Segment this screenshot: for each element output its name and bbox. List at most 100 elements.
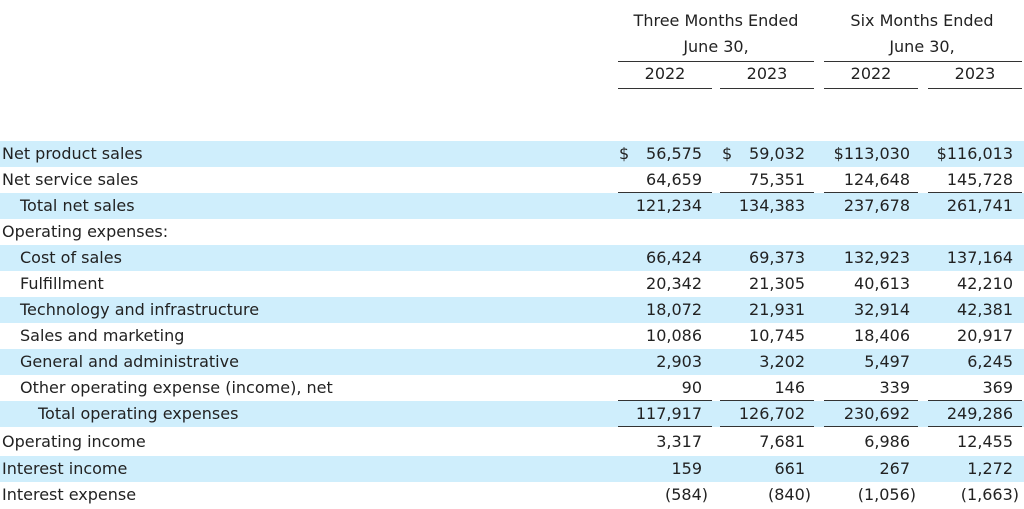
table-row-operating-expenses-heading: Operating expenses: [0,219,1024,245]
cell-h1-2022: 124,648 [843,170,910,189]
underline [720,426,814,427]
cell-h1-2022: (1,056) [857,485,916,504]
cell-q2-2023: 21,931 [749,300,805,319]
table-row-total-operating-expenses: Total operating expenses 117,917 126,702… [0,401,1024,427]
row-label: Net service sales [2,170,139,189]
header-rule-three-months [618,61,814,62]
year-rule-col1 [618,88,712,89]
underline [618,426,712,427]
underline [824,400,918,401]
table-row-interest-expense: Interest expense (584) (840) (1,056) (1,… [0,482,1024,508]
table-row-general-and-administrative: General and administrative 2,903 3,202 5… [0,349,1024,375]
underline [720,400,814,401]
cell-h1-2023: 12,455 [957,432,1013,451]
underline [928,400,1022,401]
cell-q2-2023: 75,351 [749,170,805,189]
year-rule-col3 [824,88,918,89]
underline [618,400,712,401]
table-row-other-operating-expense: Other operating expense (income), net 90… [0,375,1024,401]
underline [928,426,1022,427]
table-row-operating-income: Operating income 3,317 7,681 6,986 12,45… [0,429,1024,455]
underline [618,192,712,193]
table-row-net-product-sales: Net product sales $ 56,575 $ 59,032 $113… [0,141,1024,167]
cell-h1-2022: 267 [879,459,910,478]
underline [824,192,918,193]
row-label: General and administrative [20,352,239,371]
cell-q2-2023: 126,702 [738,404,805,423]
header-three-months-line2: June 30, [683,37,749,56]
cell-q2-2022: 117,917 [635,404,702,423]
cell-q2-2022: 3,317 [656,432,702,451]
row-label: Net product sales [2,144,143,163]
cell-q2-2022: (584) [664,485,708,504]
cell-q2-2023: 7,681 [759,432,805,451]
cell-h1-2022: 237,678 [843,196,910,215]
header-six-months-line1: Six Months Ended [850,11,994,30]
row-label: Total net sales [20,196,135,215]
row-label: Technology and infrastructure [20,300,260,319]
cell-q2-2022: 121,234 [635,196,702,215]
cell-h1-2023: 261,741 [946,196,1013,215]
cell-h1-2022: 339 [879,378,910,397]
cell-h1-2023: 6,245 [967,352,1013,371]
cell-h1-2022: $113,030 [833,144,910,163]
cell-h1-2023: 20,917 [957,326,1013,345]
cell-h1-2023: 249,286 [946,404,1013,423]
cell-h1-2022: 32,914 [854,300,910,319]
cell-h1-2023: 145,728 [946,170,1013,189]
cell-q2-2023: 59,032 [749,144,805,163]
cell-h1-2023: 369 [982,378,1013,397]
cell-q2-2022: 159 [671,459,702,478]
row-label: Interest income [2,459,128,478]
underline [824,426,918,427]
table-row-fulfillment: Fulfillment 20,342 21,305 40,613 42,210 [0,271,1024,297]
cell-q2-2022: 90 [681,378,702,397]
underline [928,192,1022,193]
header-year-col3: 2022 [850,64,892,83]
cell-q2-2023: 661 [774,459,805,478]
cell-h1-2023: (1,663) [960,485,1019,504]
cell-h1-2022: 18,406 [854,326,910,345]
cell-q2-2022: 18,072 [646,300,702,319]
header-six-months-line2: June 30, [889,37,955,56]
cell-q2-2023: (840) [767,485,811,504]
cell-h1-2023: 42,381 [957,300,1013,319]
table-row-sales-and-marketing: Sales and marketing 10,086 10,745 18,406… [0,323,1024,349]
cell-q2-2023: 146 [774,378,805,397]
row-label: Other operating expense (income), net [20,378,333,397]
cell-h1-2023: 42,210 [957,274,1013,293]
cell-h1-2023: 137,164 [946,248,1013,267]
cell-q2-2022: 20,342 [646,274,702,293]
cell-q2-2023: 21,305 [749,274,805,293]
table-row-cost-of-sales: Cost of sales 66,424 69,373 132,923 137,… [0,245,1024,271]
table-row-net-service-sales: Net service sales 64,659 75,351 124,648 … [0,167,1024,193]
cell-q2-2022: 64,659 [646,170,702,189]
cell-h1-2022: 132,923 [843,248,910,267]
cell-q2-2023: 69,373 [749,248,805,267]
cell-q2-2022: 10,086 [646,326,702,345]
currency-symbol: $ [619,144,630,163]
cell-h1-2023: $116,013 [936,144,1013,163]
underline [720,192,814,193]
cell-q2-2023: 3,202 [759,352,805,371]
header-year-col1: 2022 [644,64,686,83]
cell-h1-2022: 6,986 [864,432,910,451]
table-row-interest-income: Interest income 159 661 267 1,272 [0,456,1024,482]
row-label: Operating income [2,432,146,451]
row-label: Fulfillment [20,274,104,293]
header-three-months-line1: Three Months Ended [633,11,799,30]
year-rule-col4 [928,88,1022,89]
cell-h1-2023: 1,272 [967,459,1013,478]
table-row-total-net-sales: Total net sales 121,234 134,383 237,678 … [0,193,1024,219]
cell-q2-2022: 56,575 [646,144,702,163]
row-label: Sales and marketing [20,326,185,345]
row-label: Interest expense [2,485,137,504]
cell-q2-2023: 10,745 [749,326,805,345]
cell-q2-2023: 134,383 [738,196,805,215]
cell-h1-2022: 5,497 [864,352,910,371]
cell-q2-2022: 2,903 [656,352,702,371]
row-label: Cost of sales [20,248,122,267]
header-year-col4: 2023 [954,64,996,83]
cell-q2-2022: 66,424 [646,248,702,267]
table-row-technology-and-infrastructure: Technology and infrastructure 18,072 21,… [0,297,1024,323]
